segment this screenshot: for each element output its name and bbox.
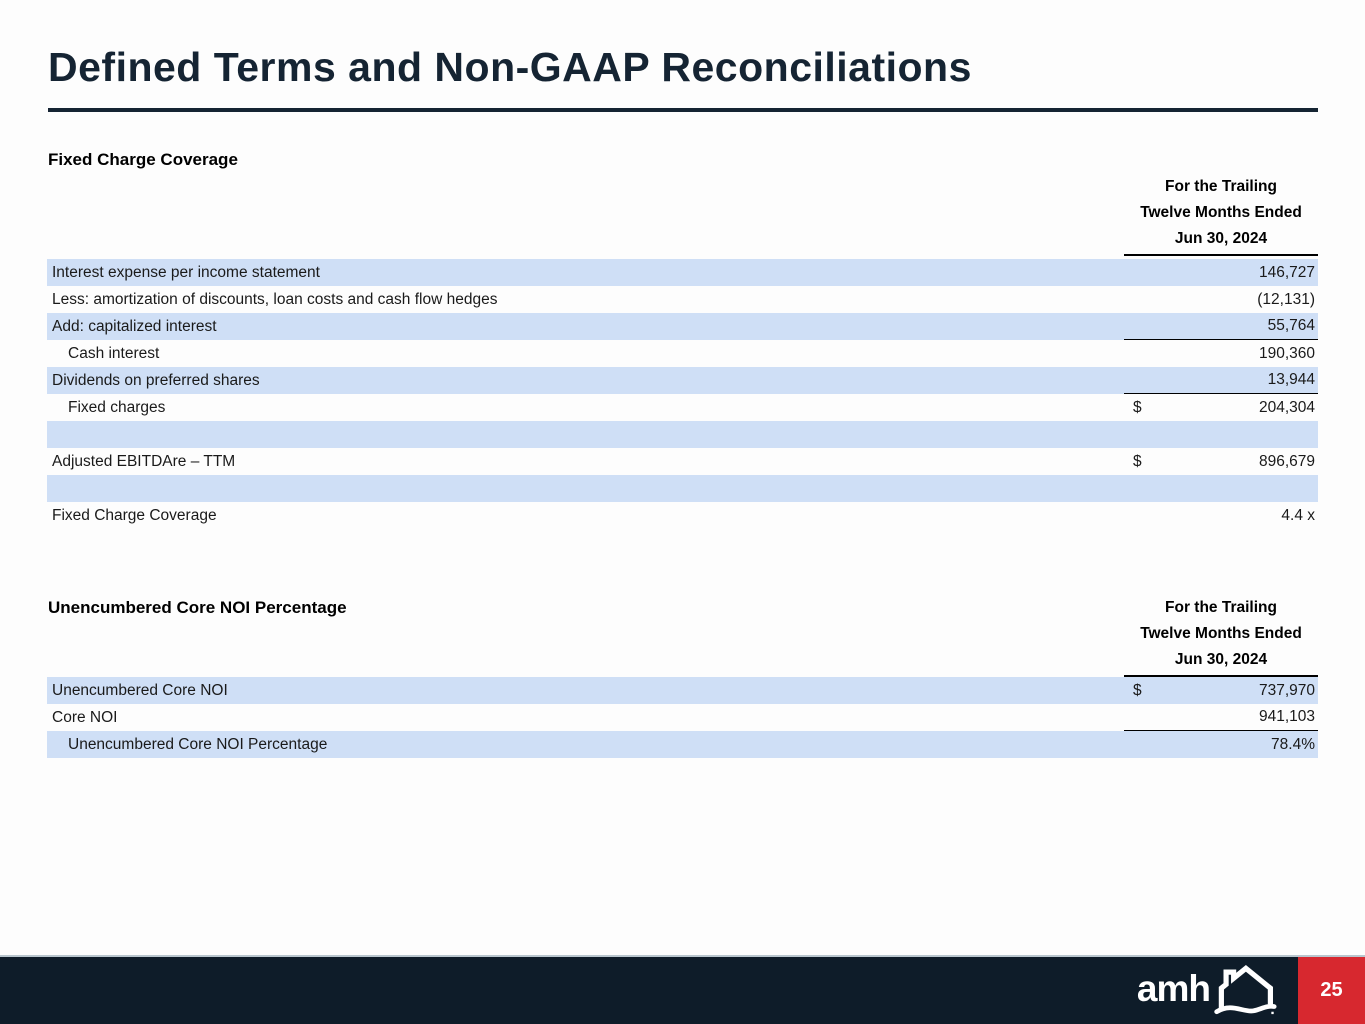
row-value: 941,103 bbox=[1258, 708, 1315, 725]
column-header: For the Trailing Twelve Months Ended Jun 3… bbox=[1124, 595, 1318, 677]
row-label: Core NOI bbox=[52, 708, 118, 726]
table-row: Core NOI 941,103 bbox=[47, 704, 1318, 731]
row-value: 13,944 bbox=[1267, 371, 1315, 388]
row-value-cell: 13,944 bbox=[1124, 367, 1318, 394]
footer-bar: amh 25 bbox=[0, 955, 1365, 1024]
table-row: Unencumbered Core NOI $737,970 bbox=[47, 677, 1318, 704]
table-rows: Unencumbered Core NOI $737,970 Core NOI 941… bbox=[47, 677, 1318, 758]
row-label: Interest expense per income statement bbox=[52, 263, 320, 281]
row-value-cell: 4.4 x bbox=[1124, 502, 1318, 529]
row-value: 190,360 bbox=[1258, 344, 1315, 362]
table-row: Cash interest 190,360 bbox=[47, 340, 1318, 367]
row-value-cell: $896,679 bbox=[1124, 448, 1318, 475]
row-value-cell bbox=[1124, 475, 1318, 502]
logo-text: amh bbox=[1136, 968, 1211, 1009]
row-label: Less: amortization of discounts, loan co… bbox=[52, 290, 498, 308]
row-value: 737,970 bbox=[1258, 681, 1315, 699]
amh-logo: amh bbox=[1137, 963, 1277, 1019]
dollar-sign: $ bbox=[1133, 452, 1142, 470]
page-title: Defined Terms and Non-GAAP Reconciliatio… bbox=[48, 44, 972, 90]
row-value-cell: 78.4% bbox=[1124, 731, 1318, 758]
row-value-cell: 146,727 bbox=[1124, 259, 1318, 286]
table-row: Unencumbered Core NOI Percentage 78.4% bbox=[47, 731, 1318, 758]
row-value-cell: 190,360 bbox=[1124, 340, 1318, 367]
row-value: 4.4 x bbox=[1281, 506, 1315, 524]
row-value: 896,679 bbox=[1258, 452, 1315, 470]
row-label: Fixed Charge Coverage bbox=[52, 506, 217, 524]
column-header: For the Trailing Twelve Months Ended Jun 3… bbox=[1124, 174, 1318, 256]
row-value: 204,304 bbox=[1258, 398, 1315, 416]
table-row: Interest expense per income statement 146… bbox=[47, 259, 1318, 286]
page-number-badge: 25 bbox=[1298, 957, 1365, 1024]
row-value-cell: (12,131) bbox=[1124, 286, 1318, 313]
row-label: Fixed charges bbox=[68, 398, 166, 416]
table-row: Add: capitalized interest 55,764 bbox=[47, 313, 1318, 340]
table-row: Fixed charges $204,304 bbox=[47, 394, 1318, 421]
column-header-line: Twelve Months Ended bbox=[1140, 204, 1302, 221]
dollar-sign: $ bbox=[1133, 398, 1142, 416]
column-header-line: For the Trailing bbox=[1165, 599, 1277, 616]
title-underline bbox=[48, 108, 1318, 112]
row-value-cell: $204,304 bbox=[1124, 394, 1318, 421]
row-value: 78.4% bbox=[1271, 735, 1315, 753]
row-label: Cash interest bbox=[68, 344, 160, 362]
table-row bbox=[47, 475, 1318, 502]
row-label: Add: capitalized interest bbox=[52, 317, 217, 335]
column-header-line: For the Trailing bbox=[1165, 178, 1277, 195]
section-heading: Fixed Charge Coverage bbox=[48, 150, 238, 169]
table-row: Less: amortization of discounts, loan co… bbox=[47, 286, 1318, 313]
row-value-cell bbox=[1124, 421, 1318, 448]
row-label: Adjusted EBITDAre – TTM bbox=[52, 452, 236, 470]
page-number: 25 bbox=[1320, 979, 1343, 1001]
row-label: Unencumbered Core NOI Percentage bbox=[68, 735, 328, 753]
table-rows: Interest expense per income statement 146… bbox=[47, 259, 1318, 529]
row-value: (12,131) bbox=[1257, 290, 1315, 308]
row-value-cell: 55,764 bbox=[1124, 313, 1318, 340]
table-row bbox=[47, 421, 1318, 448]
dollar-sign: $ bbox=[1133, 681, 1142, 699]
row-value-cell: $737,970 bbox=[1124, 677, 1318, 704]
row-value: 146,727 bbox=[1258, 263, 1315, 281]
row-value-cell: 941,103 bbox=[1124, 704, 1318, 731]
house-icon bbox=[1214, 964, 1277, 1014]
section-heading: Unencumbered Core NOI Percentage bbox=[48, 598, 347, 617]
table-row: Fixed Charge Coverage 4.4 x bbox=[47, 502, 1318, 529]
table-row: Adjusted EBITDAre – TTM $896,679 bbox=[47, 448, 1318, 475]
column-header-line: Jun 30, 2024 bbox=[1174, 651, 1268, 668]
table-row: Dividends on preferred shares 13,944 bbox=[47, 367, 1318, 394]
row-value: 55,764 bbox=[1267, 317, 1315, 334]
row-label: Unencumbered Core NOI bbox=[52, 681, 228, 699]
column-header-line: Jun 30, 2024 bbox=[1174, 230, 1268, 247]
column-header-line: Twelve Months Ended bbox=[1140, 625, 1302, 642]
row-label: Dividends on preferred shares bbox=[52, 371, 260, 389]
